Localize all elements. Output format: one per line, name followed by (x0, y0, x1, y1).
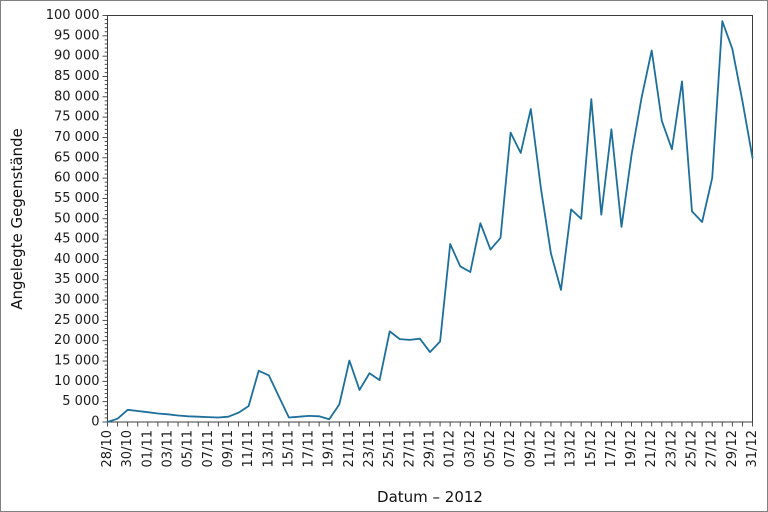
x-tick-label: 15/11 (281, 430, 296, 467)
x-tick-label: 23/11 (362, 430, 377, 467)
y-tick-label: 95 000 (54, 28, 100, 43)
y-tick-label: 0 (91, 415, 99, 430)
y-tick-label: 50 000 (54, 211, 100, 226)
data-line (106, 20, 754, 423)
x-tick-label: 09/11 (221, 430, 236, 467)
y-tick-label: 25 000 (54, 313, 100, 328)
x-tick-label: 01/11 (140, 430, 155, 467)
x-tick-label: 29/12 (725, 430, 740, 467)
y-tick-label: 85 000 (54, 69, 100, 84)
x-tick-label: 01/12 (443, 430, 458, 467)
y-tick-label: 80 000 (54, 89, 100, 104)
x-tick-label: 03/12 (463, 430, 478, 467)
y-tick-label: 45 000 (54, 232, 100, 247)
data-series (106, 20, 754, 423)
x-tick-label: 13/12 (564, 430, 579, 467)
x-tick-label: 21/11 (342, 430, 357, 467)
x-tick-label: 30/10 (120, 430, 135, 467)
y-tick-label: 20 000 (54, 333, 100, 348)
x-tick-label: 29/11 (423, 430, 438, 467)
x-tick-label: 07/11 (201, 430, 216, 467)
y-tick-label: 30 000 (54, 293, 100, 308)
y-tick-label: 90 000 (54, 49, 100, 64)
y-tick-label: 100 000 (46, 8, 100, 23)
x-tick-label: 13/11 (261, 430, 276, 467)
x-tick-label: 11/11 (241, 430, 256, 467)
y-tick-label: 60 000 (54, 171, 100, 186)
x-tick-label: 15/12 (584, 430, 599, 467)
y-tick-label: 10 000 (54, 374, 100, 389)
x-tick-label: 09/12 (523, 430, 538, 467)
x-tick-label: 31/12 (745, 430, 760, 467)
y-tick-label: 70 000 (54, 130, 100, 145)
x-tick-label: 25/12 (685, 430, 700, 467)
y-tick-label: 5 000 (62, 394, 99, 409)
x-tick-label: 05/12 (483, 430, 498, 467)
x-tick-label: 03/11 (160, 430, 175, 467)
x-tick-label: 25/11 (382, 430, 397, 467)
x-tick-label: 19/11 (322, 430, 337, 467)
x-axis-title: Datum – 2012 (377, 488, 483, 506)
x-tick-label: 07/12 (503, 430, 518, 467)
x-tick-label: 27/11 (402, 430, 417, 467)
y-axis-title: Angelegte Gegenstände (8, 128, 26, 310)
x-tick-label: 21/12 (644, 430, 659, 467)
x-tick-label: 11/12 (543, 430, 558, 467)
y-axis: 0 5 000 10 000 15 000 20 000 25 000 30 000 35 0… (46, 8, 108, 430)
x-tick-label: 23/12 (664, 430, 679, 467)
x-tick-label: 17/12 (604, 430, 619, 467)
x-tick-label: 05/11 (181, 430, 196, 467)
x-tick-label: 19/12 (624, 430, 639, 467)
x-tick-label: 27/12 (705, 430, 720, 467)
y-tick-label: 55 000 (54, 191, 100, 206)
y-tick-label: 40 000 (54, 252, 100, 267)
x-tick-label: 28/10 (100, 430, 115, 467)
y-tick-label: 35 000 (54, 272, 100, 287)
y-tick-label: 15 000 (54, 354, 100, 369)
y-tick-label: 75 000 (54, 110, 100, 125)
x-axis: 28/10 30/10 01/11 03/11 05/11 07/11 09/11 11/11… (100, 422, 760, 467)
x-tick-label: 17/11 (302, 430, 317, 467)
y-tick-label: 65 000 (54, 150, 100, 165)
